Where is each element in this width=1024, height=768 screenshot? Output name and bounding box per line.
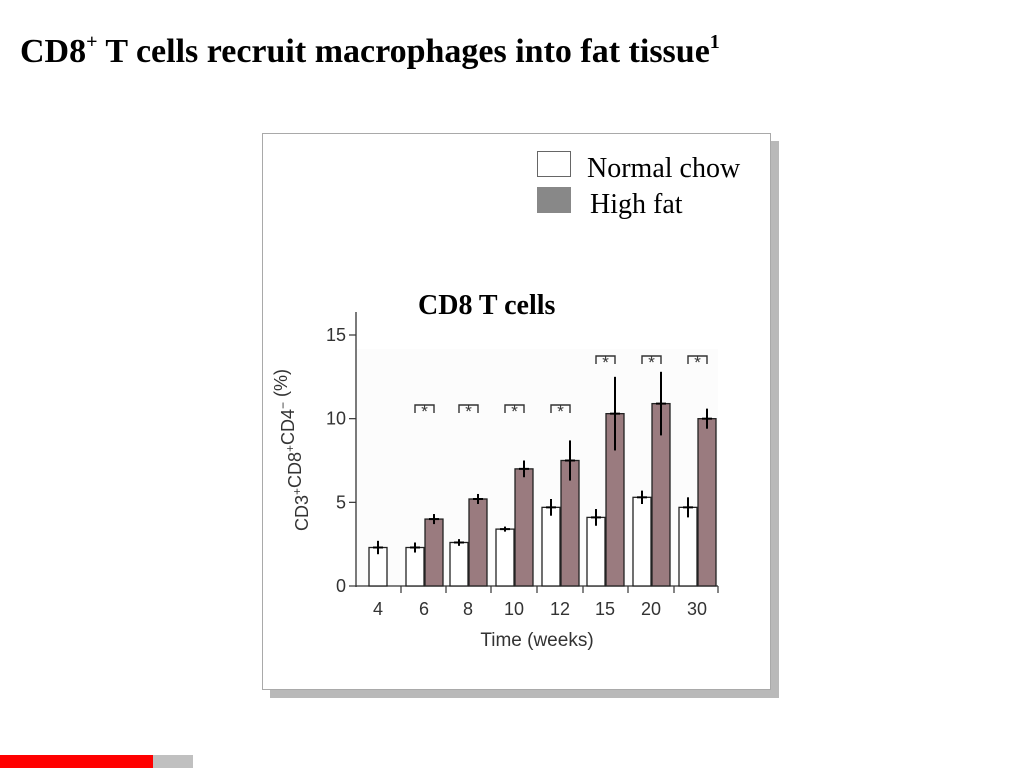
- y-axis-title-superscript: +: [290, 488, 304, 495]
- bar-normal-chow: [405, 546, 425, 587]
- significance-bracket: [550, 404, 571, 413]
- y-tick-label: 5: [336, 492, 346, 512]
- significance-bracket: [687, 355, 708, 364]
- y-tick-label: 15: [326, 325, 346, 345]
- y-axis-title-part: CD8: [285, 452, 305, 488]
- bar-high-fat: [514, 468, 534, 587]
- bar-normal-chow: [495, 528, 515, 587]
- y-axis-title-part: (%): [271, 369, 291, 402]
- significance-marker: *: [557, 402, 564, 421]
- footer-accent-gray: [153, 755, 193, 768]
- title-footnote: 1: [709, 31, 720, 53]
- significance-marker: *: [648, 353, 655, 372]
- significance-marker: *: [465, 402, 472, 421]
- significance-marker: *: [511, 402, 518, 421]
- y-axis-title-superscript: −: [276, 402, 290, 409]
- bar-normal-chow: [678, 506, 698, 587]
- significance-bracket: [595, 355, 616, 364]
- legend-label-normal-chow: Normal chow: [587, 153, 741, 184]
- chart-title: CD8 T cells: [418, 290, 556, 321]
- bar-normal-chow: [586, 516, 606, 587]
- y-tick-label: 10: [326, 409, 346, 429]
- legend-swatch-high-fat: [537, 187, 571, 213]
- significance-bracket: [414, 404, 435, 413]
- x-tick-label: 12: [550, 599, 570, 619]
- y-axis-title: CD3+CD8+CD4− (%): [271, 369, 312, 531]
- x-tick-label: 8: [463, 599, 473, 619]
- title-superscript: +: [86, 31, 98, 53]
- footer-accent-red: [0, 755, 153, 768]
- title-rest: T cells recruit macrophages into fat tis…: [97, 33, 710, 70]
- bar-high-fat: [468, 498, 488, 587]
- legend-swatch-normal-chow: [537, 151, 571, 177]
- x-tick-label: 30: [687, 599, 707, 619]
- significance-bracket: [641, 355, 662, 364]
- bar-normal-chow: [632, 496, 652, 587]
- x-tick-label: 15: [595, 599, 615, 619]
- legend-label-high-fat: High fat: [590, 189, 683, 220]
- significance-marker: *: [694, 353, 701, 372]
- y-axis-title-part: CD3: [292, 495, 312, 531]
- x-tick-label: 20: [641, 599, 661, 619]
- significance-bracket: [504, 404, 525, 413]
- chart-bars: [368, 355, 717, 587]
- bar-normal-chow: [449, 541, 469, 587]
- bar-high-fat: [424, 518, 444, 587]
- y-axis-title-part: CD4: [278, 409, 298, 445]
- significance-marker: *: [421, 402, 428, 421]
- significance-marker: *: [602, 353, 609, 372]
- x-tick-label: 10: [504, 599, 524, 619]
- slide-title: CD8+ T cells recruit macrophages into fa…: [20, 32, 720, 72]
- y-tick-label: 0: [336, 576, 346, 596]
- x-tick-label: 4: [373, 599, 383, 619]
- title-main: CD8: [20, 33, 87, 70]
- x-tick-label: 6: [419, 599, 429, 619]
- x-axis-title: Time (weeks): [480, 630, 593, 651]
- y-axis-title-superscript: +: [283, 445, 297, 452]
- bar-high-fat: [697, 418, 717, 587]
- bar-normal-chow: [541, 506, 561, 587]
- significance-bracket: [458, 404, 479, 413]
